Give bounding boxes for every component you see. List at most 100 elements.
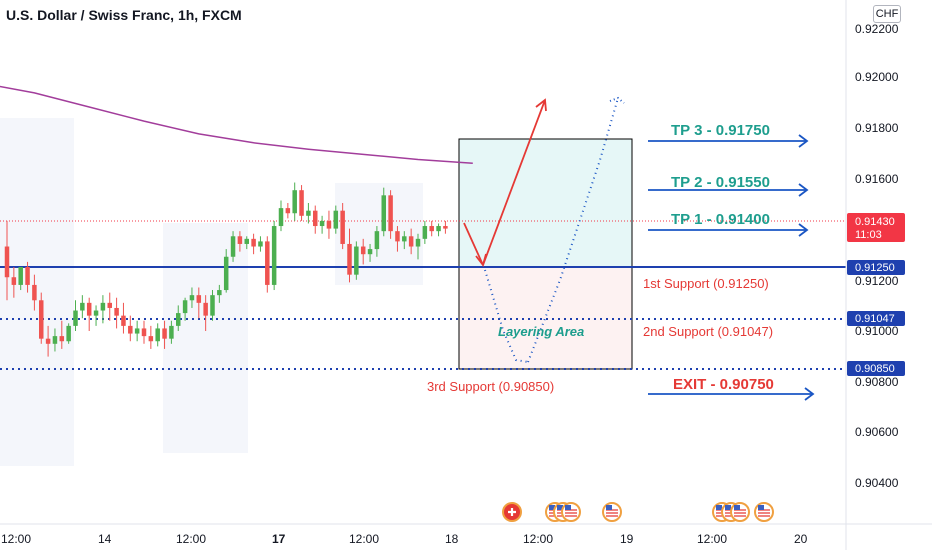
- x-tick: 20: [794, 532, 808, 546]
- bearish-candle: [39, 300, 44, 339]
- bullish-candle: [381, 195, 386, 232]
- bearish-candle: [25, 267, 30, 285]
- bullish-candle: [134, 328, 140, 334]
- support-2-badge-value: 0.91047: [855, 313, 895, 325]
- support-1-badge-value: 0.91250: [855, 262, 895, 274]
- bearish-candle: [114, 307, 119, 316]
- bullish-candle: [155, 328, 160, 342]
- bullish-candle: [367, 249, 373, 255]
- x-tick: 12:00: [349, 532, 379, 546]
- bullish-candle: [66, 325, 71, 342]
- exit-arrowhead: [804, 387, 815, 401]
- bearish-candle: [86, 302, 92, 316]
- countdown-value: 11:03: [855, 229, 882, 241]
- support-1-label: 1st Support (0.91250): [643, 276, 769, 291]
- bearish-candle: [32, 284, 37, 301]
- tp3-arrowhead: [798, 134, 809, 148]
- bearish-candle: [360, 246, 366, 255]
- bullish-candle: [374, 231, 380, 250]
- bullish-candle: [319, 220, 325, 227]
- bullish-candle: [223, 256, 229, 291]
- y-tick: 0.92000: [855, 70, 899, 84]
- bullish-candle: [217, 290, 222, 296]
- layering-arrowhead: [609, 96, 625, 104]
- support-3-badge: 0.90850: [847, 361, 905, 376]
- bullish-candle: [292, 190, 297, 214]
- bearish-candle: [148, 336, 154, 342]
- bearish-candle: [443, 226, 448, 229]
- bearish-candle: [395, 231, 400, 242]
- y-tick: 0.92200: [855, 22, 899, 36]
- bearish-candle: [299, 190, 304, 216]
- bullish-candle: [73, 310, 78, 326]
- us-canton-icon: [557, 505, 563, 510]
- bearish-candle: [326, 220, 332, 229]
- price-axis[interactable]: 0.92200 0.92000 0.91800 0.91600 0.91200 …: [855, 22, 899, 490]
- bearish-candle: [265, 241, 270, 285]
- time-axis[interactable]: 12:00 14 12:00 17 12:00 18 12:00 19 12:0…: [1, 532, 808, 546]
- y-tick: 0.91000: [855, 324, 899, 338]
- bearish-candle: [313, 210, 318, 227]
- bearish-candle: [237, 236, 243, 244]
- bullish-candle: [258, 241, 263, 247]
- bearish-candle: [203, 302, 208, 316]
- bearish-candle: [11, 277, 17, 285]
- session-shade-2: [163, 223, 248, 453]
- us-canton-icon: [565, 505, 571, 510]
- bullish-candle: [278, 208, 284, 227]
- bearish-candle: [128, 325, 133, 334]
- bullish-candle: [80, 302, 85, 311]
- bullish-candle: [306, 210, 311, 216]
- currency-button[interactable]: CHF: [873, 5, 901, 23]
- y-tick: 0.90400: [855, 476, 899, 490]
- economic-events[interactable]: [502, 502, 774, 522]
- bullish-candle: [415, 238, 421, 247]
- support-3-label: 3rd Support (0.90850): [427, 379, 554, 394]
- x-tick: 12:00: [523, 532, 553, 546]
- bullish-candle: [333, 210, 339, 229]
- tp3-label: TP 3 - 0.91750: [671, 122, 770, 139]
- bullish-arrowhead: [535, 98, 547, 112]
- bearish-candle: [429, 226, 434, 232]
- bullish-candle: [93, 310, 99, 316]
- session-shade-1: [0, 118, 74, 466]
- bullish-candle: [230, 236, 236, 257]
- bearish-candle: [107, 302, 112, 308]
- bearish-candle: [388, 195, 393, 232]
- bearish-candle: [340, 210, 345, 244]
- y-tick: 0.90800: [855, 375, 899, 389]
- bearish-candle: [141, 328, 147, 337]
- bullish-candle: [189, 295, 195, 301]
- x-tick: 12:00: [176, 532, 206, 546]
- current-price-value: 0.91430: [855, 216, 895, 228]
- bearish-candle: [285, 208, 291, 214]
- bullish-candle: [182, 300, 188, 314]
- bullish-candle: [52, 336, 58, 344]
- bearish-candle: [251, 238, 256, 247]
- tp2-arrowhead: [798, 183, 809, 197]
- exit-label: EXIT - 0.90750: [673, 376, 774, 393]
- support-3-badge-value: 0.90850: [855, 363, 895, 375]
- x-tick: 18: [445, 532, 459, 546]
- session-shading: [0, 118, 423, 466]
- us-canton-icon: [606, 505, 612, 510]
- projection-arrows: [463, 96, 625, 363]
- us-canton-icon: [549, 505, 555, 510]
- bullish-candle: [176, 313, 181, 326]
- candlestick-series: [4, 182, 448, 357]
- tp1-arrowhead: [798, 223, 809, 237]
- bullish-candle: [169, 325, 174, 339]
- bearish-candle: [59, 336, 65, 342]
- bearish-candle: [196, 295, 202, 303]
- bearish-candle: [347, 243, 352, 275]
- bullish-candle: [422, 226, 428, 239]
- x-tick: 17: [272, 532, 286, 546]
- support-2-badge: 0.91047: [847, 311, 905, 326]
- bearish-candle: [162, 328, 167, 339]
- bullish-candle: [244, 238, 249, 244]
- bullish-candle: [402, 236, 407, 242]
- chart-title: U.S. Dollar / Swiss Franc, 1h, FXCM: [6, 7, 242, 23]
- y-tick: 0.91600: [855, 172, 899, 186]
- y-tick: 0.91800: [855, 121, 899, 135]
